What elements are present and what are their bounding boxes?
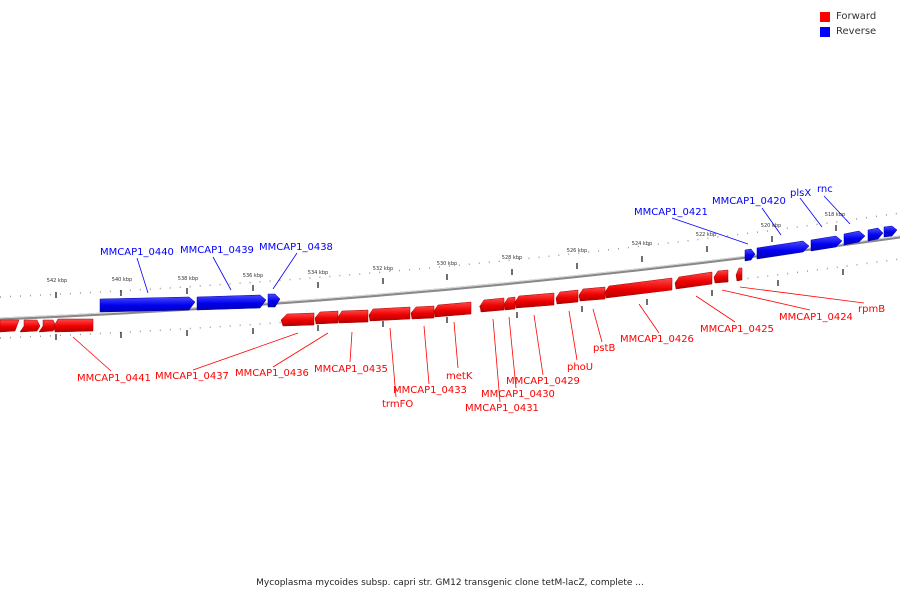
gene-phoU[interactable] (555, 289, 579, 305)
reverse-gene-labels: MMCAP1_0440 MMCAP1_0439 MMCAP1_0438 MMCA… (100, 184, 833, 258)
gene-pstB[interactable] (578, 286, 606, 302)
gene-MMCAP1_0436[interactable] (314, 310, 339, 325)
gene-label: MMCAP1_0440 (100, 247, 174, 258)
gene-rev-extra-2[interactable] (883, 225, 898, 238)
forward-swatch (820, 11, 830, 22)
gene-label: MMCAP1_0433 (393, 385, 467, 396)
scale-label: 524 kbp (632, 241, 652, 247)
gene-MMCAP1_0439[interactable] (196, 294, 267, 311)
gene-label: MMCAP1_0425 (700, 324, 774, 335)
gene-MMCAP1_0425[interactable] (674, 271, 713, 290)
lower-major-ticks (55, 269, 844, 340)
scale-label: 518 kbp (825, 212, 845, 218)
scale-label: 526 kbp (567, 248, 587, 254)
gene-label: MMCAP1_0431 (465, 403, 539, 414)
gene-label: MMCAP1_0439 (180, 245, 254, 256)
scale-labels: 542 kbp 540 kbp 538 kbp 536 kbp 534 kbp … (47, 212, 845, 284)
gene-label: MMCAP1_0436 (235, 368, 309, 379)
gene-fwd-left-1[interactable] (0, 319, 20, 333)
forward-leaders (72, 286, 865, 403)
reverse-leaders (136, 195, 851, 294)
gene-label: metK (446, 371, 473, 382)
gene-label: MMCAP1_0438 (259, 242, 333, 253)
legend: Forward Reverse (820, 9, 890, 39)
gene-label: phoU (567, 362, 593, 373)
reverse-genes (99, 225, 898, 313)
gene-MMCAP1_0424[interactable] (713, 269, 729, 284)
gene-MMCAP1_0441[interactable] (53, 318, 94, 333)
legend-item-forward[interactable]: Forward (820, 9, 890, 24)
gene-MMCAP1_0429[interactable] (514, 292, 555, 309)
scale-label: 534 kbp (308, 270, 328, 276)
scale-label: 520 kbp (761, 223, 781, 229)
scale-label: 542 kbp (47, 278, 67, 284)
forward-gene-labels: MMCAP1_0441 MMCAP1_0437 MMCAP1_0436 MMCA… (77, 304, 885, 414)
gene-MMCAP1_0421[interactable] (744, 248, 756, 262)
gene-MMCAP1_0435[interactable] (337, 309, 369, 324)
gene-MMCAP1_0426[interactable] (604, 277, 673, 299)
gene-label: MMCAP1_0424 (779, 312, 853, 323)
gene-MMCAP1_0437[interactable] (280, 312, 315, 327)
upper-major-ticks (55, 225, 837, 298)
gene-MMCAP1_0430[interactable] (503, 296, 516, 311)
gene-label: trmFO (382, 399, 413, 410)
gene-MMCAP1_0438[interactable] (267, 293, 281, 308)
gene-label: MMCAP1_0435 (314, 364, 388, 375)
gene-label: MMCAP1_0420 (712, 196, 786, 207)
reverse-swatch (820, 26, 830, 37)
gene-MMCAP1_0420[interactable] (756, 240, 810, 260)
gene-plsX[interactable] (810, 235, 843, 252)
gene-MMCAP1_0433[interactable] (410, 305, 435, 320)
upper-tick-track (0, 212, 900, 298)
gene-trmFO[interactable] (368, 306, 411, 322)
legend-label-reverse: Reverse (836, 26, 877, 37)
gene-fwd-left-3[interactable] (38, 319, 57, 333)
scale-label: 536 kbp (243, 273, 263, 279)
gene-rpmB[interactable] (735, 267, 743, 282)
gene-label: rpmB (858, 304, 885, 315)
scale-label: 538 kbp (178, 276, 198, 282)
gene-label: MMCAP1_0441 (77, 373, 151, 384)
gene-MMCAP1_0440[interactable] (99, 296, 196, 313)
gene-MMCAP1_0431[interactable] (479, 297, 505, 313)
scale-label: 522 kbp (696, 232, 716, 238)
gene-label: pstB (593, 343, 615, 354)
scale-label: 540 kbp (112, 277, 132, 283)
legend-item-reverse[interactable]: Reverse (820, 24, 890, 39)
legend-label-forward: Forward (836, 11, 877, 22)
gene-rev-extra-1[interactable] (867, 227, 884, 242)
gene-label: MMCAP1_0429 (506, 376, 580, 387)
gene-label: MMCAP1_0430 (481, 389, 555, 400)
gene-label: MMCAP1_0426 (620, 334, 694, 345)
scale-label: 530 kbp (437, 261, 457, 267)
gene-label: MMCAP1_0437 (155, 371, 229, 382)
map-caption: Mycoplasma mycoides subsp. capri str. GM… (256, 578, 644, 588)
forward-genes (0, 267, 743, 333)
scale-label: 532 kbp (373, 266, 393, 272)
gene-metK[interactable] (433, 301, 472, 318)
gene-label: plsX (790, 188, 811, 199)
gene-label: rnc (817, 184, 833, 195)
gene-rnc[interactable] (843, 230, 866, 246)
gene-label: MMCAP1_0421 (634, 207, 708, 218)
scale-label: 528 kbp (502, 255, 522, 261)
gene-fwd-left-2[interactable] (19, 319, 41, 333)
